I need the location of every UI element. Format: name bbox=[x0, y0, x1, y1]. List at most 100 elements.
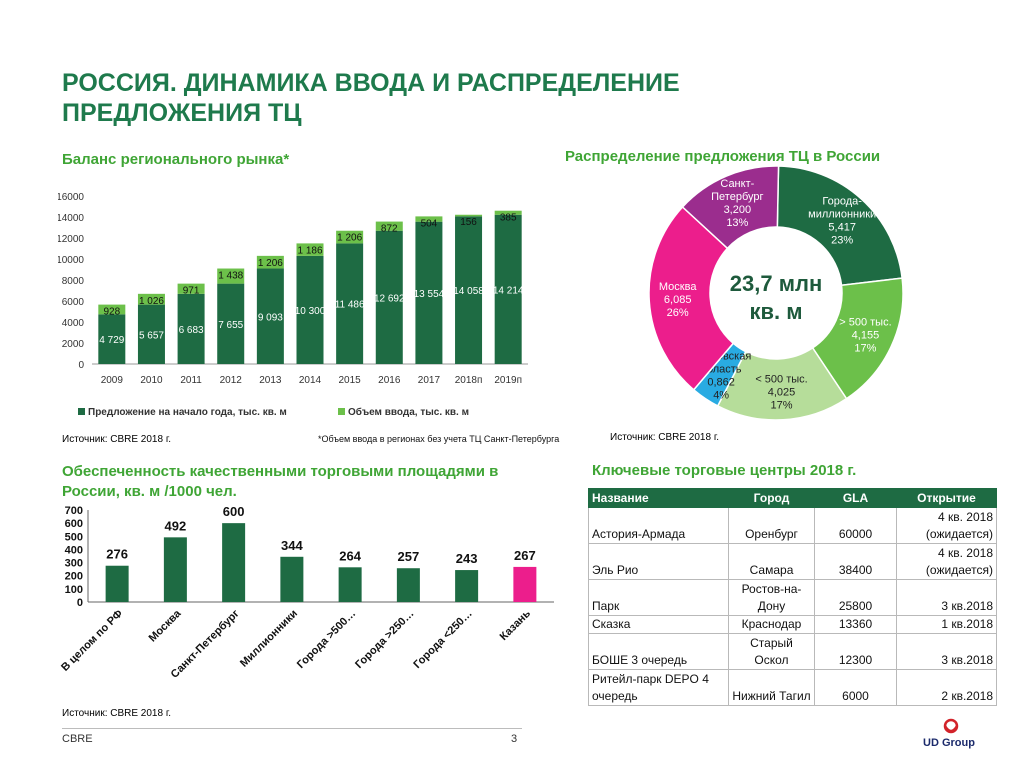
x-tick-label: 2012 bbox=[220, 375, 243, 386]
data-label: 1 438 bbox=[218, 271, 243, 282]
y-tick-label: 14000 bbox=[58, 213, 84, 224]
data-label: 257 bbox=[398, 549, 420, 564]
x-tick-label: 2014 bbox=[299, 375, 322, 386]
table-row: Астория-Армада Оренбург 60000 4 кв. 2018 (о… bbox=[588, 507, 997, 544]
table-row: Эль Рио Самара 38400 4 кв. 2018 (ожидается) bbox=[588, 543, 997, 580]
y-tick-label: 500 bbox=[65, 531, 83, 543]
footnote: *Объем ввода в регионах без учета ТЦ Сан… bbox=[318, 434, 560, 444]
table-row: Сказка Краснодар 13360 1 кв.2018 bbox=[588, 615, 997, 634]
page-number: 3 bbox=[511, 733, 518, 745]
data-label: 14 058 bbox=[453, 286, 484, 297]
data-label: 872 bbox=[381, 224, 398, 235]
bar-segment bbox=[455, 216, 483, 364]
data-label: 156 bbox=[460, 217, 477, 228]
slice-percent: 23% bbox=[831, 235, 853, 247]
bar-segment bbox=[137, 293, 165, 305]
provision-bar bbox=[338, 567, 362, 602]
provision-bar bbox=[222, 523, 246, 602]
cell-opening: 4 кв. 2018 (ожидается) bbox=[896, 507, 997, 544]
provision-chart-title: Обеспеченность качественными торговыми п… bbox=[62, 462, 562, 502]
footer-divider bbox=[62, 728, 522, 729]
y-tick-label: 200 bbox=[65, 571, 83, 583]
slice-value: 6,085 bbox=[664, 294, 692, 306]
donut-slice bbox=[681, 165, 780, 250]
table-row: Парк Ростов-на-Дону 25800 3 кв.2018 bbox=[588, 579, 997, 616]
cell-name: БОШЕ 3 очередь bbox=[588, 633, 729, 670]
y-tick-label: 6000 bbox=[62, 297, 85, 308]
key-centers-table: Название Город GLA Открытие Астория-Арма… bbox=[588, 488, 997, 706]
cell-opening: 3 кв.2018 bbox=[896, 633, 997, 670]
legend-swatch bbox=[78, 408, 85, 415]
bar-segment bbox=[494, 210, 522, 215]
slice-name: Города- bbox=[822, 196, 862, 208]
y-tick-label: 16000 bbox=[58, 192, 84, 203]
x-tick-label: 2017 bbox=[418, 375, 441, 386]
bar-segment bbox=[494, 214, 522, 364]
bar-segment bbox=[455, 214, 483, 217]
header-opening: Открытие bbox=[896, 488, 997, 508]
bar-segment bbox=[98, 314, 126, 364]
y-tick-label: 400 bbox=[65, 544, 83, 556]
bar-segment bbox=[415, 216, 443, 222]
table-row: Ритейл-парк DEPO 4 очередь Нижний Тагил 60… bbox=[588, 669, 997, 706]
slice-name: миллионники bbox=[808, 209, 876, 221]
header-city: Город bbox=[728, 488, 815, 508]
x-tick-label: 2013 bbox=[259, 375, 282, 386]
header-gla: GLA bbox=[814, 488, 897, 508]
logo-text: UD Group bbox=[923, 737, 975, 749]
bar-segment bbox=[177, 283, 205, 294]
cell-city: Ростов-на-Дону bbox=[728, 579, 815, 616]
cell-gla: 13360 bbox=[814, 615, 897, 634]
legend-label: Предложение на начало года, тыс. кв. м bbox=[88, 407, 287, 418]
data-label: 385 bbox=[500, 213, 517, 224]
slice-value: 3,200 bbox=[724, 204, 752, 216]
y-tick-label: 600 bbox=[65, 518, 83, 530]
logo-icon: UD Group bbox=[923, 718, 975, 749]
slice-value: 0,862 bbox=[707, 376, 735, 388]
cell-city: Самара bbox=[728, 543, 815, 580]
cell-city: Старый Оскол bbox=[728, 633, 815, 670]
y-tick-label: 8000 bbox=[62, 276, 85, 287]
bar-segment bbox=[296, 255, 324, 364]
cell-opening: 1 кв.2018 bbox=[896, 615, 997, 634]
bar-segment bbox=[375, 221, 403, 231]
bar-segment bbox=[336, 230, 364, 244]
bar-segment bbox=[415, 221, 443, 364]
slice-percent: 17% bbox=[771, 399, 793, 411]
data-label: 13 554 bbox=[414, 289, 445, 300]
data-label: 1 206 bbox=[337, 233, 362, 244]
x-tick-label: 2010 bbox=[140, 375, 163, 386]
slice-value: 5,417 bbox=[828, 222, 856, 234]
y-tick-label: 0 bbox=[78, 360, 84, 371]
x-tick-label: 2011 bbox=[180, 375, 202, 386]
cell-city: Оренбург bbox=[728, 507, 815, 544]
cell-city: Нижний Тагил bbox=[728, 669, 815, 706]
cell-opening: 3 кв.2018 bbox=[896, 579, 997, 616]
donut-slice bbox=[776, 165, 903, 287]
cell-name: Ритейл-парк DEPO 4 очередь bbox=[588, 669, 729, 706]
data-label: 344 bbox=[281, 538, 303, 553]
data-label: 1 026 bbox=[139, 296, 164, 307]
slice-name: < 500 тыс. bbox=[755, 373, 807, 385]
ud-group-logo: UD Group bbox=[914, 718, 984, 752]
data-label: 276 bbox=[106, 547, 128, 562]
y-tick-label: 700 bbox=[65, 505, 83, 517]
cell-gla: 38400 bbox=[814, 543, 897, 580]
provision-bar bbox=[455, 570, 479, 602]
x-tick-label: 2019п bbox=[494, 375, 522, 386]
data-label: 9 093 bbox=[258, 312, 283, 323]
bar-segment bbox=[217, 268, 245, 284]
cell-opening: 4 кв. 2018 (ожидается) bbox=[896, 543, 997, 580]
x-category-label: Москва bbox=[147, 607, 184, 644]
y-tick-label: 4000 bbox=[62, 318, 85, 329]
data-label: 971 bbox=[183, 286, 200, 297]
legend-label: Объем ввода, тыс. кв. м bbox=[348, 406, 469, 418]
source-provision: Источник: CBRE 2018 г. bbox=[62, 708, 172, 719]
legend-swatch bbox=[338, 408, 345, 415]
cell-name: Астория-Армада bbox=[588, 507, 729, 544]
bar-segment bbox=[375, 230, 403, 364]
x-category-label: Города <250… bbox=[411, 608, 474, 671]
slice-name: Москва bbox=[659, 281, 697, 293]
